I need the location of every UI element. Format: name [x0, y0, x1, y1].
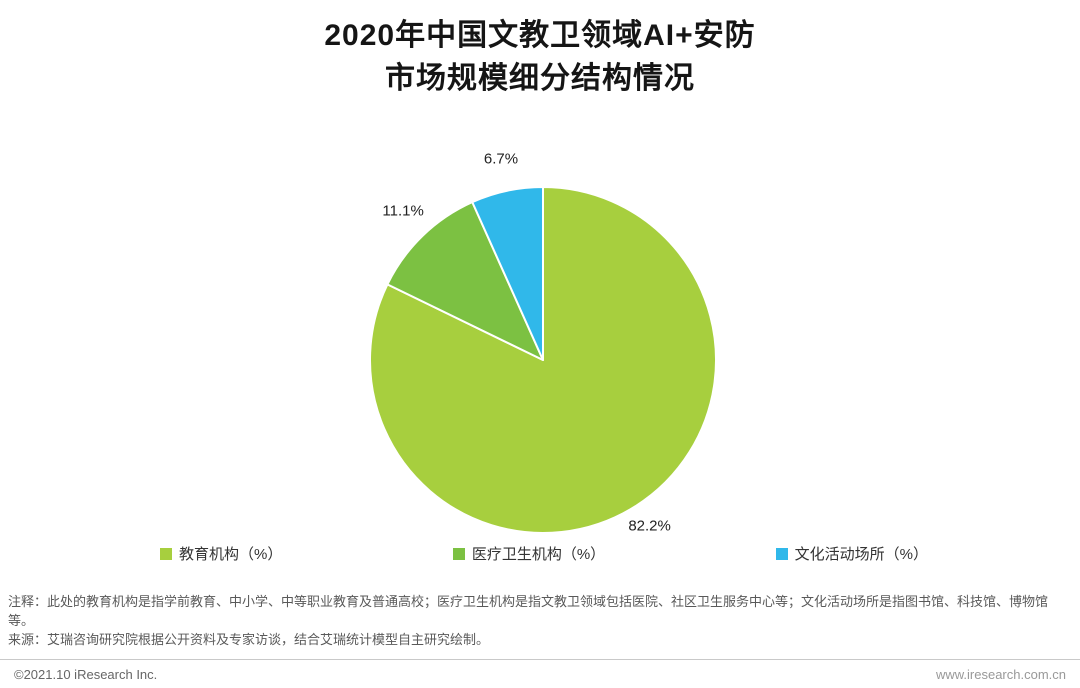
legend-item-culture: 文化活动场所（%）: [775, 543, 928, 564]
website-link[interactable]: www.iresearch.com.cn: [935, 666, 1066, 682]
pie-chart: 82.2% 11.1% 6.7%: [369, 150, 717, 534]
pie-slice-2: [471, 186, 544, 361]
chart-legend: 教育机构（%） 医疗卫生机构（%） 文化活动场所（%）: [160, 543, 928, 564]
legend-label-medical: 医疗卫生机构（%）: [471, 546, 606, 563]
legend-label-education: 教育机构（%）: [179, 546, 283, 563]
chart-title-line2: 市场规模细分结构情况: [385, 62, 695, 95]
footnotes: 注释：此处的教育机构是指学前教育、中小学、中等职业教育及普通高校；医疗卫生机构是…: [8, 592, 1060, 649]
pie-data-label-0: 82.2%: [628, 517, 671, 534]
legend-item-medical: 医疗卫生机构（%）: [452, 543, 606, 564]
note-definitions: 注释：此处的教育机构是指学前教育、中小学、中等职业教育及普通高校；医疗卫生机构是…: [8, 594, 1049, 628]
note-source: 来源：艾瑞咨询研究院根据公开资料及专家访谈，结合艾瑞统计模型自主研究绘制。: [8, 632, 490, 647]
pie-slice-1: [386, 201, 544, 361]
chart-title-line1: 2020年中国文教卫领域AI+安防: [324, 19, 756, 52]
legend-swatch-culture: [775, 547, 788, 560]
legend-swatch-medical: [452, 547, 465, 560]
legend-label-culture: 文化活动场所（%）: [794, 546, 928, 563]
pie-data-label-2: 6.7%: [484, 150, 518, 167]
chart-title: 2020年中国文教卫领域AI+安防 市场规模细分结构情况: [0, 14, 1080, 100]
copyright-text: ©2021.10 iResearch Inc.: [14, 666, 158, 682]
page-footer: ©2021.10 iResearch Inc. www.iresearch.co…: [0, 659, 1080, 688]
legend-swatch-education: [160, 547, 172, 560]
legend-item-education: 教育机构（%）: [160, 543, 282, 564]
pie-data-label-1: 11.1%: [382, 203, 423, 220]
